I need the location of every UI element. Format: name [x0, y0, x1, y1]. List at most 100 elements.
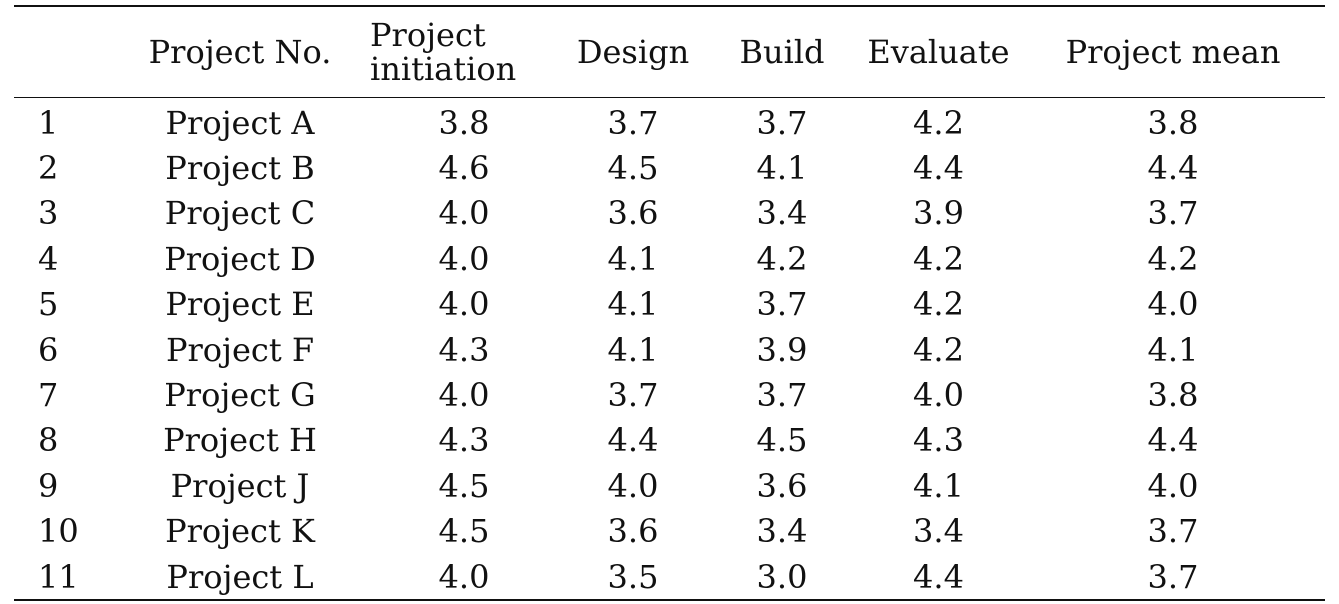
cell-project-no: Project F: [165, 330, 315, 369]
cell-evaluate: 4.0: [913, 376, 964, 415]
table-row: 8 Project H 4.3 4.4 4.5 4.3 4.4: [14, 418, 1325, 463]
table-row: 9 Project J 4.5 4.0 3.6 4.1 4.0: [14, 463, 1325, 508]
cell-index: 3: [38, 194, 59, 233]
cell-build: 3.9: [756, 330, 808, 369]
cell-index: 8: [38, 421, 59, 460]
cell-design: 3.6: [607, 194, 659, 233]
cell-build: 3.0: [756, 557, 808, 596]
cell-evaluate: 4.4: [913, 149, 964, 188]
header-project-initiation-line2: initiation: [370, 50, 517, 88]
cell-index: 9: [38, 466, 59, 505]
cell-design: 4.5: [607, 149, 659, 188]
cell-evaluate: 4.1: [913, 466, 964, 505]
cell-design: 4.1: [607, 330, 659, 369]
cell-build: 3.4: [756, 512, 808, 551]
table-row: 1 Project A 3.8 3.7 3.7 4.2 3.8: [14, 98, 1325, 146]
cell-project-mean: 4.4: [1147, 421, 1199, 460]
cell-project-no: Project H: [163, 421, 317, 460]
table-row: 2 Project B 4.6 4.5 4.1 4.4 4.4: [14, 145, 1325, 190]
cell-project-no: Project G: [164, 376, 316, 415]
cell-project-initiation: 4.3: [438, 421, 490, 460]
cell-design: 4.1: [607, 239, 659, 278]
cell-evaluate: 4.2: [913, 103, 964, 142]
header-project-mean: Project mean: [1065, 33, 1281, 71]
header-evaluate: Evaluate: [867, 33, 1010, 71]
cell-project-initiation: 3.8: [438, 103, 490, 142]
table-row: 10 Project K 4.5 3.6 3.4 3.4 3.7: [14, 509, 1325, 554]
cell-index: 6: [38, 330, 59, 369]
cell-index: 10: [38, 512, 79, 551]
cell-index: 4: [38, 239, 59, 278]
cell-project-initiation: 4.5: [438, 466, 490, 505]
cell-evaluate: 3.4: [913, 512, 964, 551]
cell-project-initiation: 4.3: [438, 330, 490, 369]
cell-evaluate: 4.2: [913, 239, 964, 278]
table-row: 6 Project F 4.3 4.1 3.9 4.2 4.1: [14, 327, 1325, 372]
table-row: 7 Project G 4.0 3.7 3.7 4.0 3.8: [14, 372, 1325, 417]
cell-project-mean: 3.8: [1147, 376, 1199, 415]
cell-design: 3.7: [607, 103, 659, 142]
header-design: Design: [576, 33, 690, 71]
cell-index: 7: [38, 376, 59, 415]
cell-build: 4.5: [756, 421, 808, 460]
cell-project-no: Project L: [166, 557, 314, 596]
cell-design: 3.5: [607, 557, 659, 596]
cell-project-no: Project C: [164, 194, 316, 233]
cell-project-no: Project E: [165, 285, 315, 324]
cell-build: 3.6: [756, 466, 808, 505]
table-row: 11 Project L 4.0 3.5 3.0 4.4 3.7: [14, 554, 1325, 601]
header-project-initiation-line1: Project: [370, 16, 486, 54]
cell-project-mean: 4.0: [1147, 466, 1199, 505]
cell-project-initiation: 4.0: [438, 239, 490, 278]
cell-project-initiation: 4.0: [438, 557, 490, 596]
cell-index: 1: [38, 103, 59, 142]
cell-index: 2: [38, 149, 59, 188]
table-row: 5 Project E 4.0 4.1 3.7 4.2 4.0: [14, 282, 1325, 327]
cell-project-initiation: 4.0: [438, 194, 490, 233]
cell-design: 3.7: [607, 376, 659, 415]
cell-design: 3.6: [607, 512, 659, 551]
cell-project-no: Project K: [165, 512, 315, 551]
cell-project-no: Project D: [164, 239, 316, 278]
cell-evaluate: 4.2: [913, 285, 964, 324]
table-row: 3 Project C 4.0 3.6 3.4 3.9 3.7: [14, 191, 1325, 236]
cell-index: 5: [38, 285, 59, 324]
cell-project-mean: 4.2: [1147, 239, 1199, 278]
header-build: Build: [739, 33, 825, 71]
cell-project-mean: 4.0: [1147, 285, 1199, 324]
cell-build: 3.7: [756, 285, 808, 324]
cell-evaluate: 4.3: [913, 421, 964, 460]
cell-project-mean: 3.7: [1147, 557, 1199, 596]
cell-project-mean: 4.4: [1147, 149, 1199, 188]
table-header: Project No. Project initiation Design Bu…: [14, 6, 1325, 98]
header-project-initiation: Project initiation: [370, 6, 558, 98]
project-scores-table: Project No. Project initiation Design Bu…: [14, 5, 1325, 601]
table-row: 4 Project D 4.0 4.1 4.2 4.2 4.2: [14, 236, 1325, 281]
header-row: Project No. Project initiation Design Bu…: [14, 6, 1325, 98]
cell-project-initiation: 4.5: [438, 512, 490, 551]
cell-design: 4.1: [607, 285, 659, 324]
cell-project-initiation: 4.0: [438, 376, 490, 415]
header-project-no: Project No.: [148, 33, 332, 71]
cell-evaluate: 4.4: [913, 557, 964, 596]
cell-project-mean: 3.7: [1147, 512, 1199, 551]
cell-build: 4.2: [756, 239, 808, 278]
header-index: [14, 6, 110, 98]
cell-build: 3.7: [756, 376, 808, 415]
cell-project-initiation: 4.6: [438, 149, 490, 188]
cell-project-no: Project A: [165, 103, 315, 142]
cell-evaluate: 3.9: [913, 194, 964, 233]
cell-project-mean: 4.1: [1147, 330, 1199, 369]
cell-build: 4.1: [756, 149, 808, 188]
cell-project-no: Project B: [165, 149, 315, 188]
cell-evaluate: 4.2: [913, 330, 964, 369]
cell-index: 11: [38, 557, 79, 596]
cell-project-mean: 3.7: [1147, 194, 1199, 233]
cell-project-mean: 3.8: [1147, 103, 1199, 142]
project-scores-table-container: Project No. Project initiation Design Bu…: [14, 5, 1325, 601]
table-body: 1 Project A 3.8 3.7 3.7 4.2 3.8 2 Project B 4.6 4.…: [14, 98, 1325, 601]
cell-project-initiation: 4.0: [438, 285, 490, 324]
cell-build: 3.4: [756, 194, 808, 233]
cell-design: 4.0: [607, 466, 659, 505]
cell-project-no: Project J: [170, 466, 310, 505]
